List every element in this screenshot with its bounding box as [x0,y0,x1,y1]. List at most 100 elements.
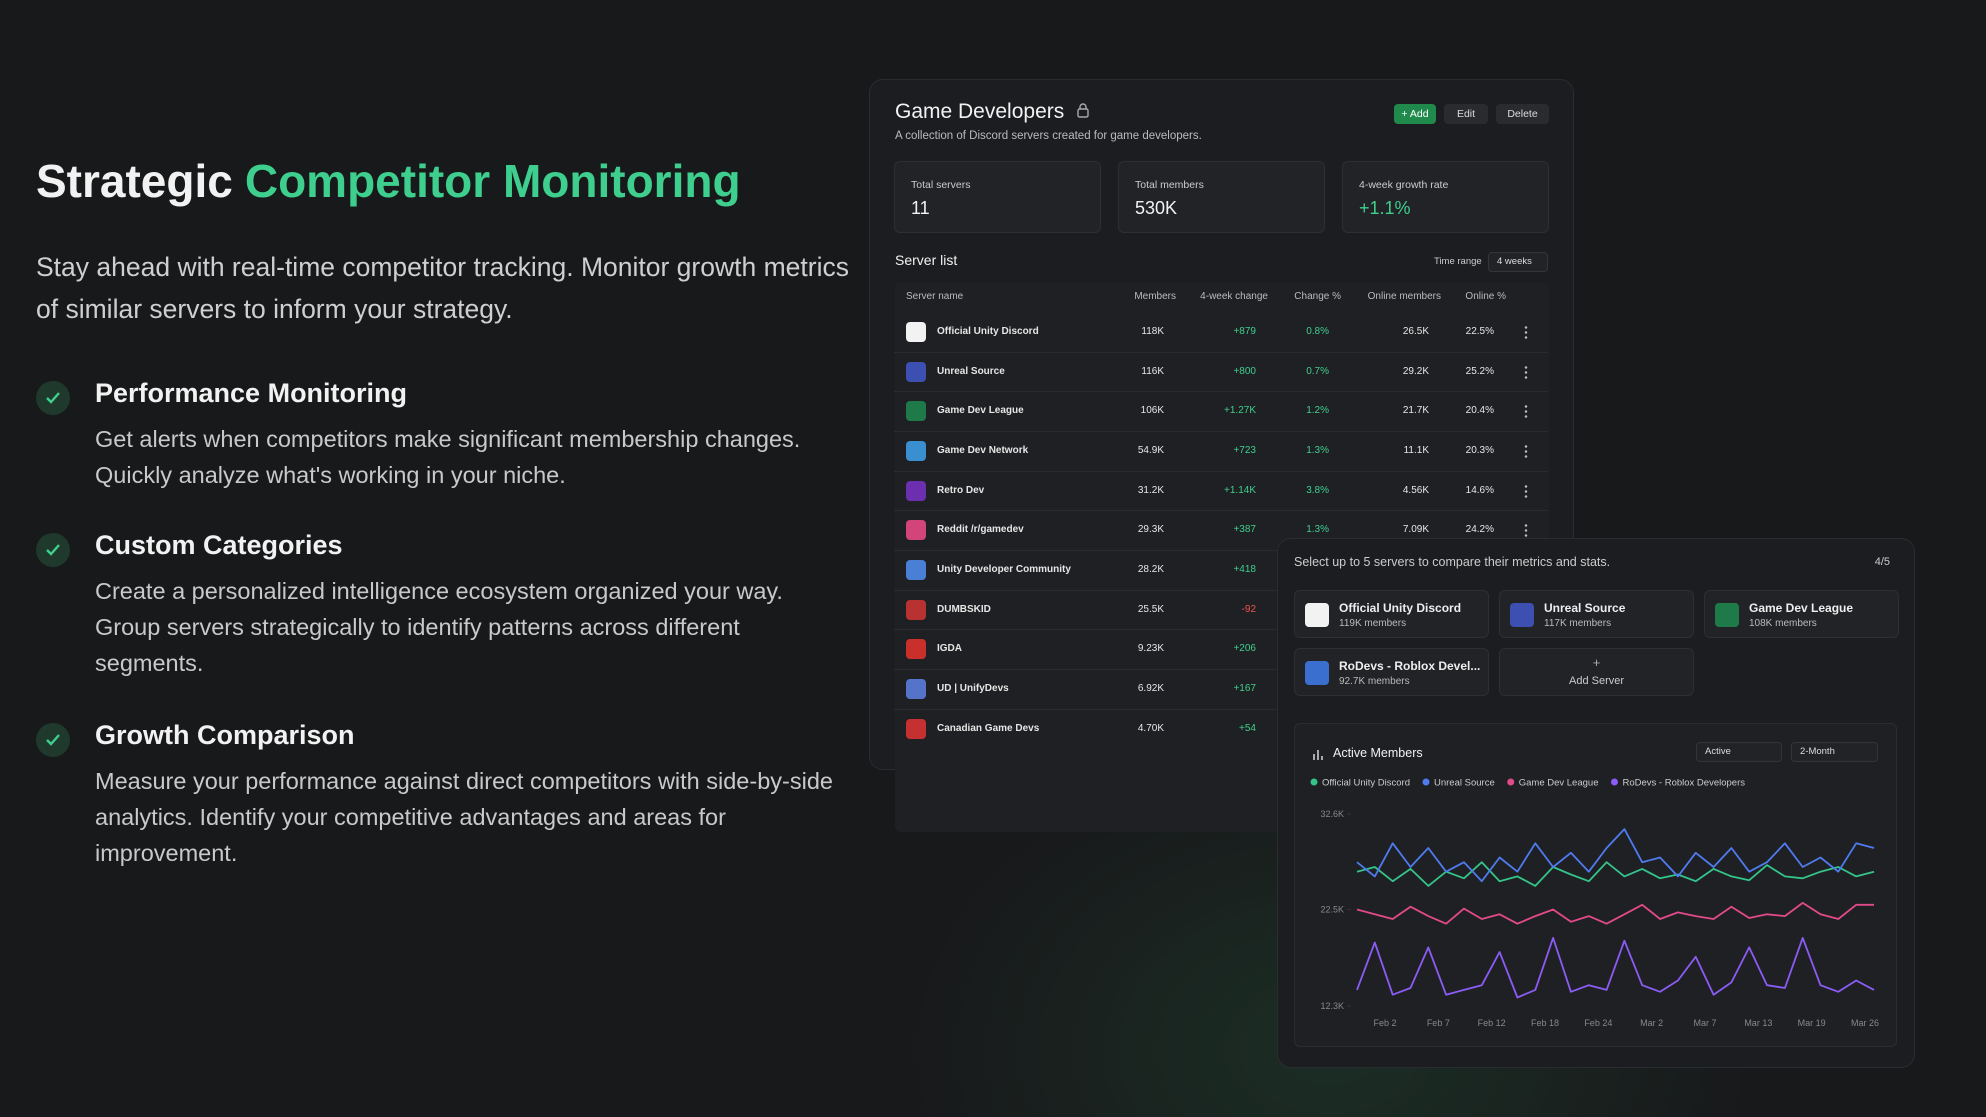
table-cell: DUMBSKID [937,603,991,615]
hero-intro: Stay ahead with real-time competitor tra… [36,252,849,324]
table-cell: 9.23K [1137,643,1164,655]
check-icon [46,734,60,746]
server-icon [906,718,926,739]
server-icon [1715,603,1739,627]
table-cell: +723 [1233,444,1256,456]
table-cell: 22.5% [1465,326,1494,337]
x-tick-label: Feb 7 [1427,1018,1450,1028]
table-cell: 0.7% [1306,365,1329,377]
row-divider [894,470,1548,472]
x-tick-label: Mar 19 [1798,1018,1826,1028]
table-cell: Game Dev League [937,405,1024,417]
metric-select[interactable]: Active [1696,742,1782,762]
server-icon [906,361,926,382]
feature-title: Growth Comparison [95,720,355,750]
column-header: Change % [1294,291,1341,302]
server-card[interactable]: Game Dev League 108K members [1704,590,1899,638]
add-button[interactable]: + Add [1394,104,1436,124]
feature-text: Create a personalized intelligence ecosy… [95,578,783,676]
y-tick-label: 12.3K [1320,1001,1344,1011]
server-card[interactable]: Official Unity Discord 119K members [1294,590,1489,638]
row-divider [894,510,1548,512]
server-icon [906,520,926,541]
table-cell: +387 [1233,524,1256,536]
server-name: RoDevs - Roblox Devel... [1339,659,1481,673]
legend-swatch [1507,778,1515,786]
server-name: Unreal Source [1544,601,1626,615]
table-cell: 7.09K [1402,524,1429,536]
x-tick-label: Mar 26 [1851,1018,1879,1028]
legend-label: Game Dev League [1519,778,1599,789]
delete-button[interactable]: Delete [1496,104,1549,124]
time-range-label: Time range [1434,256,1482,267]
feature: Growth Comparison Measure your performanc… [95,720,835,871]
table-cell: 4.56K [1402,484,1429,496]
row-divider [894,430,1548,432]
row-divider [894,708,1548,710]
stat-card: Total servers 11 [894,161,1101,233]
x-tick-label: Mar 2 [1640,1018,1663,1028]
stat-value: +1.1% [1359,198,1411,218]
table-cell: 14.6% [1465,484,1494,496]
table-cell: 20.4% [1465,405,1494,417]
table-cell: 6.92K [1137,682,1164,694]
table-cell: 1.2% [1306,405,1329,417]
add-label: Add Server [1568,675,1625,687]
server-name: Official Unity Discord [1339,601,1462,615]
server-card[interactable]: RoDevs - Roblox Devel... 92.7K members [1294,648,1489,696]
server-members: 119K members [1339,618,1407,629]
period-select[interactable]: 2-Month [1791,742,1878,762]
server-icon [906,480,926,501]
series-line [1356,902,1874,925]
stat-value: 530K [1135,198,1178,218]
table-cell: 116K [1141,365,1164,377]
row-divider [894,589,1548,591]
table-cell: 21.7K [1402,405,1429,417]
column-header: Online % [1465,291,1506,302]
server-icon [906,639,926,660]
column-header: Online members [1367,291,1441,302]
server-icon [906,440,926,461]
server-icon [906,678,926,699]
server-icon [1305,661,1329,685]
table-cell: 24.2% [1465,524,1494,536]
table-cell: 11.1K [1403,444,1429,456]
table-cell: IGDA [937,643,962,655]
table-cell: +879 [1233,326,1256,337]
x-tick-label: Feb 2 [1373,1018,1396,1028]
table-cell: 1.3% [1306,444,1329,456]
series-line [1356,861,1875,887]
table-cell: 3.8% [1306,484,1329,496]
feature-title: Performance Monitoring [95,378,408,408]
table-cell: +167 [1233,682,1256,694]
feature: Performance Monitoring Get alerts when co… [95,378,835,493]
feature-title: Custom Categories [95,530,343,560]
row-menu [1523,523,1529,538]
legend-swatch [1610,778,1618,786]
row-menu [1523,364,1529,379]
x-tick-label: Mar 7 [1693,1018,1716,1028]
row-divider [894,629,1548,631]
server-icon [906,599,926,620]
row-divider [894,668,1548,670]
server-members: 92.7K members [1339,676,1410,687]
legend-label: Official Unity Discord [1322,778,1410,789]
series-line [1356,937,1875,999]
server-icon [906,401,926,422]
table-cell: +800 [1233,365,1256,377]
table-cell: Retro Dev [937,484,985,496]
add-server-card[interactable]: + Add Server [1499,648,1694,696]
table-cell: Reddit /r/gamedev [937,524,1024,536]
edit-button[interactable]: Edit [1444,104,1488,124]
server-card[interactable]: Unreal Source 117K members [1499,590,1694,638]
compare-prompt: Select up to 5 servers to compare their … [1294,555,1611,569]
legend-swatch [1422,778,1430,786]
x-tick-label: Feb 12 [1478,1018,1506,1028]
stat-card: 4-week growth rate +1.1% [1342,161,1549,233]
table-cell: 28.2K [1137,563,1164,575]
server-members: 117K members [1544,618,1612,629]
table-cell: 29.3K [1137,524,1164,536]
time-range-select[interactable]: 4 weeks [1488,252,1548,272]
table-cell: 25.5K [1137,603,1164,615]
